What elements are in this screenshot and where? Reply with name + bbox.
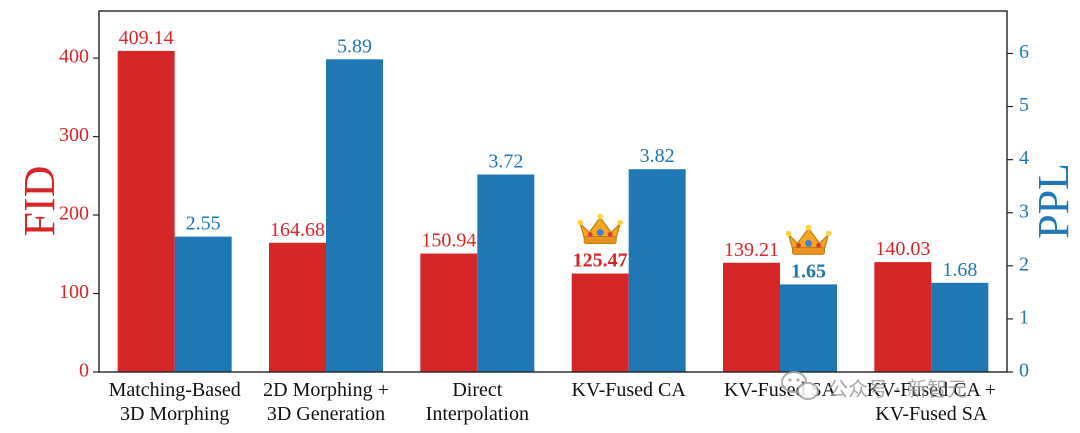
category-label: KV-Fused CA xyxy=(572,379,687,401)
bar-ppl xyxy=(174,236,232,372)
bar-ppl xyxy=(780,284,837,372)
right-axis-title: PPL xyxy=(1029,163,1078,239)
value-label-fid: 125.47 xyxy=(573,250,628,272)
left-axis: 0 100 200 300 400 xyxy=(59,46,99,382)
bar-fid xyxy=(117,50,175,373)
right-tick-label: 3 xyxy=(1019,200,1029,222)
value-labels-group: 409.14 2.55 164.68 5.89 150.94 3.72 125.47 3.82… xyxy=(119,27,978,282)
value-label-ppl: 2.55 xyxy=(186,213,221,235)
right-tick-label: 2 xyxy=(1019,253,1029,275)
category-label: KV-Fused CA + KV-Fused SA xyxy=(867,379,996,425)
value-label-fid: 150.94 xyxy=(421,230,476,252)
bar-ppl xyxy=(931,282,989,372)
bar-fid xyxy=(269,242,326,372)
bar-fid xyxy=(571,273,629,372)
left-tick-label: 300 xyxy=(59,124,89,146)
left-tick-label: 400 xyxy=(59,46,89,68)
left-tick-label: 0 xyxy=(79,360,89,382)
bar-fid xyxy=(874,262,932,372)
right-tick-label: 4 xyxy=(1019,147,1029,169)
bar-fid xyxy=(723,262,780,372)
value-label-ppl: 5.89 xyxy=(337,35,372,57)
value-label-fid: 164.68 xyxy=(270,219,325,241)
category-label: KV-Fused SA xyxy=(724,379,837,401)
wechat-icon xyxy=(781,371,819,400)
value-label-ppl: 1.65 xyxy=(791,260,826,282)
plot-frame xyxy=(98,10,1008,373)
value-label-fid: 139.21 xyxy=(724,239,779,261)
value-label-fid: 140.03 xyxy=(875,238,930,260)
bar-ppl xyxy=(628,169,686,372)
left-tick-label: 100 xyxy=(59,281,89,303)
right-tick-label: 5 xyxy=(1019,94,1029,116)
crown-icon xyxy=(785,224,832,255)
bar-ppl xyxy=(477,174,535,372)
bar-fid xyxy=(420,253,478,372)
crown-icon xyxy=(577,213,623,245)
left-tick-label: 200 xyxy=(59,203,89,225)
bar-ppl xyxy=(326,59,383,372)
value-label-ppl: 1.68 xyxy=(942,259,977,281)
category-label: Matching-Based 3D Morphing xyxy=(109,379,241,425)
bars-group xyxy=(117,50,989,373)
crowns-group xyxy=(577,213,832,255)
value-label-ppl: 3.72 xyxy=(488,151,523,173)
value-label-fid: 409.14 xyxy=(119,27,174,49)
right-tick-label: 1 xyxy=(1019,307,1029,329)
value-label-ppl: 3.82 xyxy=(640,145,675,167)
watermark-text: 公众号 · 新智元 xyxy=(828,377,967,401)
watermark: 公众号 · 新智元 xyxy=(781,371,967,401)
right-axis: 0 1 2 3 4 5 6 xyxy=(1007,41,1029,382)
right-tick-label: 6 xyxy=(1019,41,1029,63)
left-axis-title: FID xyxy=(15,166,64,237)
category-label: 2D Morphing +3D Generation xyxy=(263,379,389,425)
category-label: Direct Interpolation xyxy=(426,379,529,425)
right-tick-label: 0 xyxy=(1019,360,1029,382)
